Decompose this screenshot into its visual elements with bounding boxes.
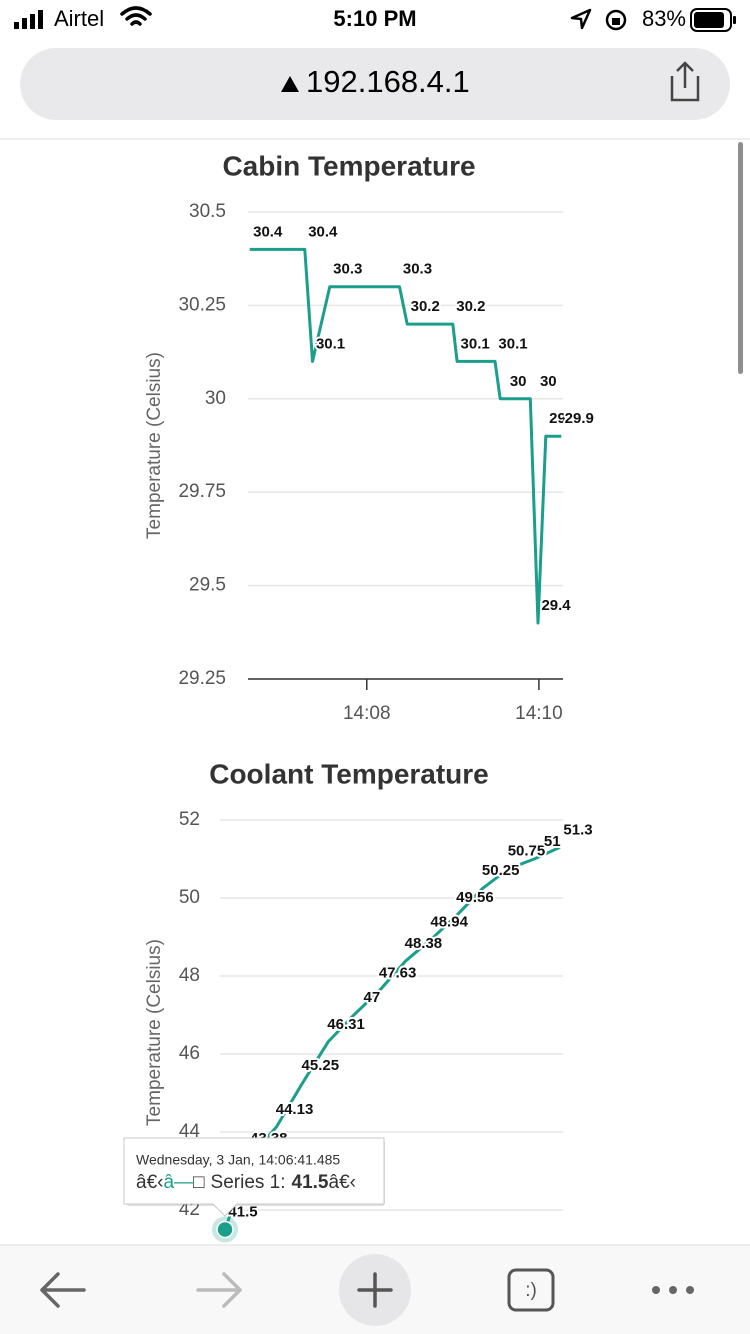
tooltip-box (123, 1137, 385, 1217)
lock-icon (605, 9, 627, 31)
location-icon (570, 8, 592, 30)
data-label: 30.1 (498, 335, 527, 352)
bottom-toolbar: :) (0, 1244, 750, 1334)
signal (22, 18, 27, 29)
charts: Cabin Temperature Temperature (Celsius) 29… (144, 150, 596, 1243)
plus-icon (357, 1272, 393, 1308)
series-line (249, 247, 562, 625)
data-label: 29.9 (565, 410, 594, 427)
chart-title: Cabin Temperature (222, 150, 475, 181)
data-label: 50.25 (482, 862, 520, 879)
data-label: 48.38 (405, 935, 443, 952)
status-bar: Airtel 5:10 PM 83% (14, 6, 736, 32)
data-label: 50.75 (508, 843, 546, 860)
url[interactable]: 192.168.4.1 (306, 64, 470, 99)
share-button[interactable] (670, 61, 700, 102)
data-label: 51 (544, 833, 561, 850)
battery-level: 83% (642, 6, 686, 31)
x-tick-label: 14:08 (343, 703, 391, 724)
chart: Cabin Temperature Temperature (Celsius) 29… (144, 150, 596, 724)
y-tick-label: 46 (179, 1043, 200, 1064)
tabs-label: :) (525, 1280, 537, 1301)
carrier: Airtel (54, 6, 104, 31)
url-field[interactable] (20, 48, 730, 120)
data-label: 45.25 (302, 1057, 340, 1074)
data-label: 46.31 (327, 1016, 365, 1033)
data-label: 30.4 (253, 223, 283, 240)
chart: Coolant Temperature Temperature (Celsius)… (144, 758, 595, 1243)
tooltip-glyph: □ (193, 1172, 205, 1193)
tooltip-value: 41.5 (292, 1172, 329, 1193)
data-label: 30.1 (461, 335, 490, 352)
data-label: 47 (364, 989, 381, 1006)
data-label: 44.13 (276, 1101, 314, 1118)
x-tick-label: 14:10 (515, 703, 563, 724)
tooltip-series: Series 1: (211, 1172, 286, 1193)
data-label: 47.63 (379, 964, 417, 981)
tooltip-suffix: â€‹ (329, 1172, 356, 1193)
y-tick-label: 52 (179, 809, 200, 830)
y-tick-label: 29.5 (189, 575, 226, 596)
tooltip-date: Wednesday, 3 Jan, 14:06:41.485 (136, 1152, 340, 1168)
y-tick-label: 44 (179, 1121, 201, 1142)
y-axis-label: Temperature (Celsius) (144, 939, 165, 1126)
y-tick-label: 29.75 (178, 481, 226, 502)
tooltip-marker: â— (163, 1172, 193, 1193)
clock: 5:10 PM (333, 6, 416, 31)
tooltip-line: â€‹â—□ Series 1: 41.5â€‹ (136, 1172, 356, 1193)
y-tick-label: 48 (179, 965, 200, 986)
back-button[interactable] (40, 1272, 86, 1308)
data-label: 48.94 (430, 913, 468, 930)
y-tick-label: 50 (179, 887, 200, 908)
data-label: 30 (510, 373, 527, 390)
data-label: 30.3 (333, 261, 362, 278)
y-axis-label: Temperature (Celsius) (144, 352, 165, 539)
tooltip: Wednesday, 3 Jan, 14:06:41.485 â€‹â—□ Ser… (123, 1137, 385, 1217)
y-tick-label: 30.5 (189, 201, 226, 222)
data-label: 30.3 (403, 261, 432, 278)
hover-point (216, 1220, 234, 1239)
tooltip-prefix: â€‹ (136, 1172, 163, 1193)
data-label: 29.9 (549, 410, 578, 427)
signal (38, 10, 43, 29)
scrollbar (738, 142, 743, 374)
data-label: 30.1 (316, 335, 345, 352)
y-tick-label: 30 (205, 388, 226, 409)
data-label: 51.3 (563, 821, 592, 838)
signal (30, 14, 35, 29)
series-line (223, 845, 561, 1230)
y-tick-label: 30.25 (178, 294, 226, 315)
chart-title: Coolant Temperature (209, 758, 489, 789)
signal (14, 22, 19, 29)
battery-cap (733, 16, 736, 24)
tabs-button[interactable] (507, 1268, 555, 1312)
warning-icon (281, 76, 299, 92)
battery-fill (694, 12, 724, 28)
data-label: 49.56 (456, 889, 494, 906)
forward-button[interactable] (196, 1272, 242, 1308)
data-label: 29.4 (541, 597, 571, 614)
battery-icon (690, 8, 732, 32)
menu-dot[interactable] (669, 1286, 677, 1294)
data-label: 30.4 (308, 223, 338, 240)
wifi-icon (120, 6, 152, 26)
lock-icon (612, 18, 620, 25)
y-tick-label: 29.25 (178, 668, 226, 689)
address-bar: 192.168.4.1 (0, 36, 750, 140)
data-label: 30 (540, 373, 557, 390)
data-label: 30.2 (411, 298, 440, 315)
menu-dot[interactable] (686, 1286, 694, 1294)
menu-dot[interactable] (652, 1286, 660, 1294)
data-label: 30.2 (456, 298, 485, 315)
